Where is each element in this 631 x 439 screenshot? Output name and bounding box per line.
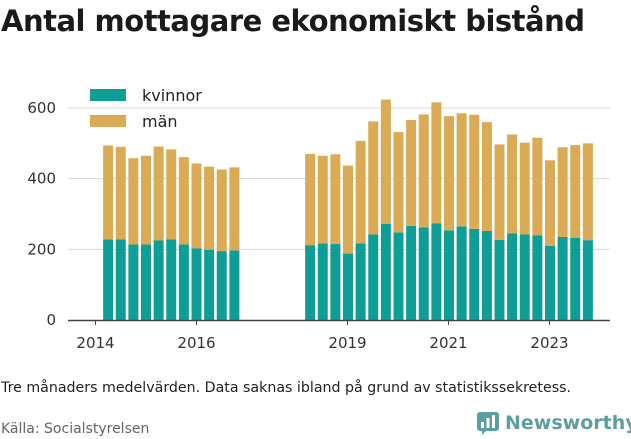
bar-man bbox=[406, 120, 417, 227]
bar-kvinnor bbox=[393, 232, 404, 320]
bar-kvinnor bbox=[570, 237, 581, 320]
bar-kvinnor bbox=[317, 243, 328, 320]
y-tick-label: 200 bbox=[27, 240, 56, 258]
bar-kvinnor bbox=[330, 244, 341, 320]
newsworthy-logo-icon bbox=[477, 412, 499, 435]
bar-man bbox=[469, 114, 480, 229]
bar-man bbox=[570, 145, 581, 238]
bar-kvinnor bbox=[368, 234, 379, 320]
bar-kvinnor bbox=[103, 239, 114, 320]
bar-kvinnor bbox=[507, 233, 518, 320]
bar-kvinnor bbox=[305, 245, 316, 320]
bar-kvinnor bbox=[418, 227, 429, 320]
legend: kvinnor män bbox=[90, 86, 202, 131]
axes: 0 200 400 600 2014 2016 2019 2021 2023 bbox=[27, 99, 610, 352]
bar-man bbox=[330, 154, 341, 245]
bar-man bbox=[153, 146, 164, 241]
bar-man bbox=[166, 149, 177, 240]
x-tick-label: 2021 bbox=[429, 334, 467, 352]
bar-kvinnor bbox=[469, 228, 480, 320]
chart-note: Tre månaders medelvärden. Data saknas ib… bbox=[1, 380, 571, 396]
bar-man bbox=[532, 137, 543, 236]
legend-label: män bbox=[142, 112, 178, 131]
legend-label: kvinnor bbox=[142, 86, 202, 105]
newsworthy-brand[interactable]: Newsworthy bbox=[476, 408, 631, 438]
bar-kvinnor bbox=[481, 230, 492, 320]
bar-man bbox=[393, 132, 404, 233]
bar-man bbox=[103, 145, 114, 240]
bar-kvinnor bbox=[532, 235, 543, 320]
x-tick-label: 2023 bbox=[530, 334, 568, 352]
bar-kvinnor bbox=[115, 239, 126, 320]
y-tick-label: 400 bbox=[27, 170, 56, 188]
x-tick-label: 2014 bbox=[76, 334, 114, 352]
bar-man bbox=[368, 121, 379, 235]
bar-man bbox=[229, 167, 240, 251]
bar-man bbox=[204, 166, 215, 250]
bar-kvinnor bbox=[494, 239, 505, 320]
bar-man bbox=[431, 102, 442, 224]
source-text: Källa: Socialstyrelsen bbox=[1, 421, 150, 437]
bar-kvinnor bbox=[380, 223, 391, 320]
bar-kvinnor bbox=[355, 243, 366, 320]
bar-kvinnor bbox=[128, 244, 139, 320]
bar-kvinnor bbox=[545, 245, 555, 320]
bar-kvinnor bbox=[166, 239, 177, 320]
bar-man bbox=[519, 142, 530, 235]
bar-man bbox=[191, 163, 202, 249]
bar-man bbox=[355, 140, 366, 244]
bar-kvinnor bbox=[444, 230, 454, 320]
bar-kvinnor bbox=[191, 248, 202, 320]
legend-swatch bbox=[90, 115, 126, 127]
bar-man bbox=[343, 165, 353, 254]
bar-man bbox=[216, 169, 227, 252]
bar-man bbox=[582, 143, 593, 241]
bar-kvinnor bbox=[582, 240, 593, 320]
bar-man bbox=[481, 122, 492, 231]
bar-kvinnor bbox=[178, 244, 189, 320]
bar-man bbox=[444, 116, 454, 231]
bar-kvinnor bbox=[216, 251, 227, 320]
bar-man bbox=[128, 158, 139, 245]
bar-kvinnor bbox=[229, 250, 240, 320]
bar-man bbox=[380, 99, 391, 224]
x-tick-label: 2016 bbox=[177, 334, 215, 352]
bar-kvinnor bbox=[343, 253, 353, 320]
bar-kvinnor bbox=[204, 249, 215, 320]
bars bbox=[103, 99, 593, 320]
bar-chart: 0 200 400 600 2014 2016 2019 2021 2023 kvinnor mä… bbox=[27, 86, 610, 352]
bar-man bbox=[317, 155, 328, 244]
bar-kvinnor bbox=[456, 226, 467, 320]
bar-man bbox=[494, 144, 505, 240]
bar-man bbox=[305, 153, 316, 246]
bar-man bbox=[557, 147, 568, 237]
y-tick-label: 600 bbox=[27, 99, 56, 117]
bar-kvinnor bbox=[519, 234, 530, 320]
chart-title: Antal mottagare ekonomiskt bistånd bbox=[1, 4, 585, 38]
bar-kvinnor bbox=[406, 226, 417, 320]
bar-man bbox=[141, 155, 151, 245]
y-tick-label: 0 bbox=[46, 311, 56, 329]
bar-man bbox=[418, 114, 429, 228]
bar-man bbox=[178, 157, 189, 245]
bar-kvinnor bbox=[141, 244, 151, 320]
bar-kvinnor bbox=[431, 223, 442, 320]
legend-swatch bbox=[90, 89, 126, 101]
bar-kvinnor bbox=[153, 240, 164, 320]
bar-man bbox=[456, 113, 467, 227]
bar-man bbox=[115, 146, 126, 240]
bar-man bbox=[507, 134, 518, 234]
bar-kvinnor bbox=[557, 236, 568, 320]
bar-man bbox=[545, 160, 555, 246]
x-tick-label: 2019 bbox=[328, 334, 366, 352]
brand-name: Newsworthy bbox=[505, 412, 631, 434]
